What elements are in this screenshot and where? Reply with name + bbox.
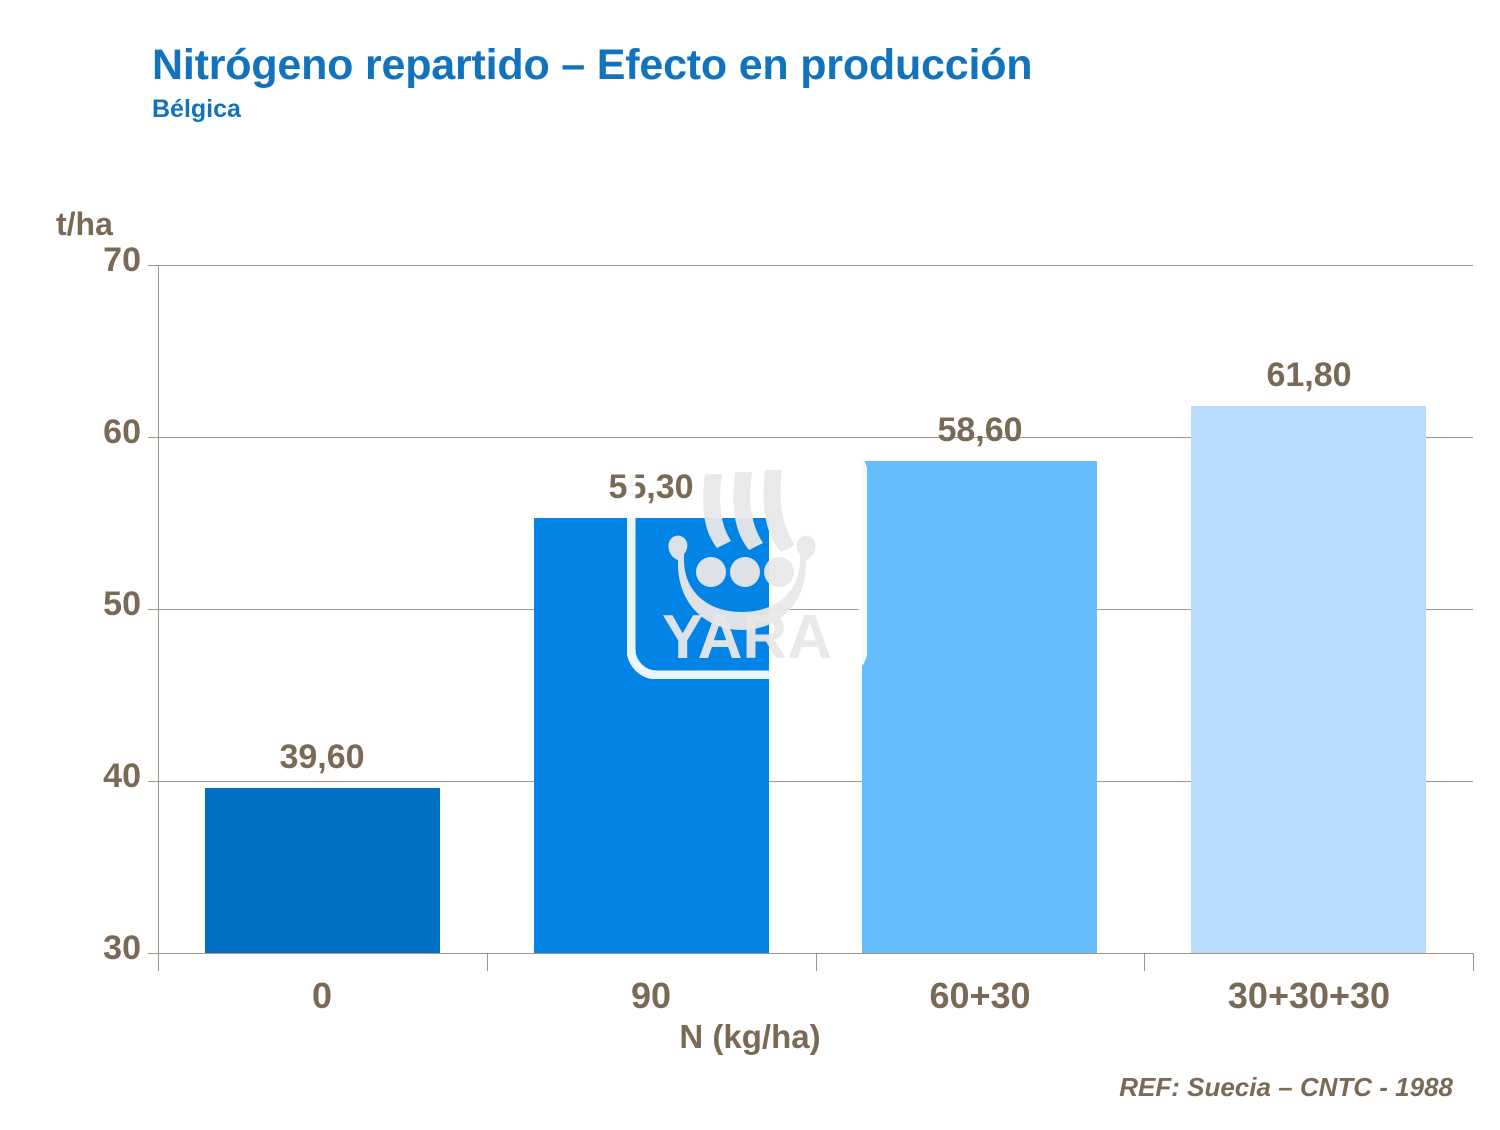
bar[interactable] — [205, 788, 440, 953]
reference-note: REF: Suecia – CNTC - 1988 — [1119, 1072, 1453, 1102]
bar-value-label: 61,80 — [1266, 356, 1352, 394]
y-axis-line — [158, 265, 159, 954]
bar[interactable] — [1191, 406, 1426, 953]
page-subtitle: Bélgica — [152, 94, 241, 123]
y-tick-label: 50 — [103, 585, 141, 623]
x-category-label: 60+30 — [929, 975, 1031, 1016]
y-tick-label: 30 — [103, 929, 141, 967]
y-tick-mark — [148, 781, 158, 782]
x-tick-mark — [1473, 953, 1474, 971]
x-tick-mark — [158, 953, 159, 971]
x-category-label: 90 — [630, 975, 672, 1016]
bar-value-label: 58,60 — [937, 411, 1023, 449]
x-category-label: 30+30+30 — [1227, 975, 1391, 1016]
x-axis-title: N (kg/ha) — [679, 1018, 821, 1055]
x-axis-line — [158, 953, 1473, 954]
y-tick-mark — [148, 437, 158, 438]
y-axis-unit-label: t/ha — [56, 206, 113, 242]
y-tick-mark — [148, 953, 158, 954]
gridline — [158, 265, 1473, 266]
gridline — [158, 781, 1473, 782]
bar[interactable] — [534, 518, 769, 953]
y-tick-mark — [148, 609, 158, 610]
y-tick-label: 40 — [103, 757, 141, 795]
bar-value-label: 55,30 — [608, 468, 694, 506]
gridline — [158, 437, 1473, 438]
bar-value-label: 39,60 — [279, 738, 365, 776]
y-tick-mark — [148, 265, 158, 266]
plot-area — [158, 265, 1473, 953]
page-title: Nitrógeno repartido – Efecto en producci… — [152, 41, 1033, 89]
y-tick-label: 60 — [103, 413, 141, 451]
x-category-label: 0 — [311, 975, 333, 1016]
x-tick-mark — [487, 953, 488, 971]
title-block: Nitrógeno repartido – Efecto en producci… — [152, 41, 1352, 123]
bar[interactable] — [862, 461, 1097, 953]
x-tick-mark — [816, 953, 817, 971]
x-tick-mark — [1144, 953, 1145, 971]
y-tick-label: 70 — [103, 241, 141, 279]
